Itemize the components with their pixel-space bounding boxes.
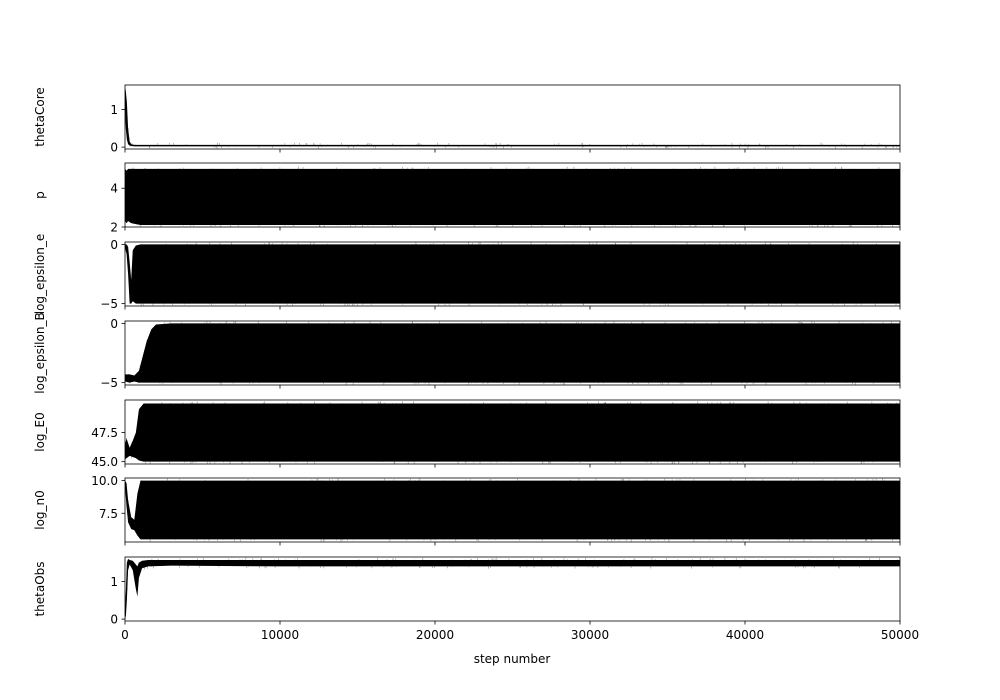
y-tick-label: 0 (110, 238, 118, 252)
trace-log_E0 (125, 401, 900, 464)
x-tick-label: 30000 (571, 628, 609, 642)
y-tick-label: −5 (100, 376, 118, 390)
y-tick-label: 10.0 (91, 474, 118, 488)
y-tick-label: 0 (110, 613, 118, 627)
trace-envelope (125, 558, 900, 620)
subplot-thetaObs: 0 1 0 10000 20000 30000 40000 50000 thetaObs (33, 556, 919, 642)
subplot-log_epsilon_e: −5 0 log_epsilon_e (33, 234, 901, 315)
x-tick-label: 10000 (261, 628, 299, 642)
x-tick-label: 50000 (881, 628, 919, 642)
y-axis-label: log_epsilon_B (33, 312, 47, 393)
trace-log_epsilon_B (125, 321, 900, 385)
x-axis-label: step number (474, 652, 551, 666)
y-tick-label: 45.0 (91, 455, 118, 469)
axes-frame (124, 320, 901, 386)
trace-envelope (125, 480, 900, 540)
axes-frame (124, 399, 901, 465)
x-tick-label: 20000 (416, 628, 454, 642)
axes-frame (124, 477, 901, 543)
y-tick-label: 1 (110, 103, 118, 117)
axes-frame (124, 556, 901, 622)
y-tick-label: 1 (110, 575, 118, 589)
trace-log_epsilon_e (125, 242, 900, 306)
y-tick-label: 4 (110, 182, 118, 196)
trace-p (125, 166, 900, 227)
subplot-stack: 0 1 thetaCore 2 4 p −5 0 log_epsilon_e −5 0 log_eps… (33, 84, 919, 642)
y-axis-label: thetaCore (33, 87, 47, 147)
trace-thetaObs (125, 557, 900, 620)
subplot-log_n0: 7.5 10.0 log_n0 (33, 474, 901, 546)
trace-envelope (125, 244, 900, 304)
y-tick-label: 0 (110, 317, 118, 331)
trace-envelope (125, 323, 900, 383)
y-tick-label: −5 (100, 297, 118, 311)
y-axis-label: log_epsilon_e (33, 234, 47, 315)
y-axis-label: thetaObs (33, 561, 47, 616)
y-tick-label: 0 (110, 141, 118, 155)
axes-frame (124, 84, 901, 150)
trace-log_n0 (125, 478, 900, 542)
y-tick-label: 2 (110, 221, 118, 235)
trace-envelope (125, 168, 900, 226)
trace-envelope (125, 403, 900, 462)
y-tick-label: 47.5 (91, 426, 118, 440)
y-axis-label: log_n0 (33, 490, 47, 530)
y-axis-label: log_E0 (33, 412, 47, 452)
y-axis-label: p (33, 191, 47, 199)
x-tick-label: 40000 (726, 628, 764, 642)
subplot-log_epsilon_B: −5 0 log_epsilon_B (33, 312, 901, 394)
x-tick-label: 0 (121, 628, 129, 642)
trace-thetaCore (125, 87, 900, 149)
axes-frame (124, 162, 901, 228)
y-tick-label: 7.5 (99, 507, 118, 521)
subplot-log_E0: 45.0 47.5 log_E0 (33, 399, 901, 469)
axes-frame (124, 241, 901, 307)
subplot-p: 2 4 p (33, 162, 901, 235)
subplot-thetaCore: 0 1 thetaCore (33, 84, 901, 155)
